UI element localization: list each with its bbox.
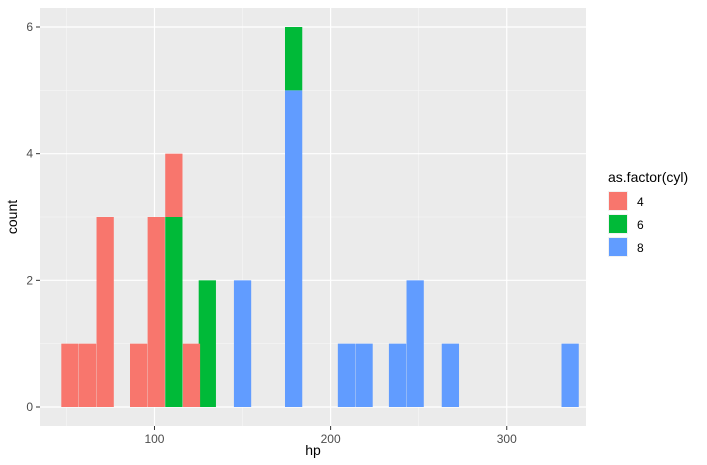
y-axis: 0 2 4 6 — [26, 20, 40, 414]
legend-label-6: 6 — [637, 218, 644, 232]
legend-swatch-6 — [609, 215, 627, 233]
x-tick-label: 300 — [497, 432, 517, 446]
y-axis-title: count — [4, 200, 20, 234]
y-tick-label: 2 — [26, 273, 33, 287]
legend-label-8: 8 — [637, 241, 644, 255]
bar-cyl-8 — [406, 280, 424, 407]
bar-cyl-4 — [61, 343, 79, 407]
bar-cyl-4 — [182, 343, 201, 407]
legend-swatch-4 — [609, 192, 627, 210]
bar-cyl-6 — [165, 217, 183, 407]
bar-cyl-8 — [233, 280, 252, 407]
bar-cyl-4 — [165, 153, 183, 217]
x-tick-label: 100 — [144, 432, 164, 446]
bar-cyl-8 — [388, 343, 407, 407]
y-tick-label: 4 — [26, 147, 33, 161]
bars-layer — [61, 27, 579, 407]
legend-title: as.factor(cyl) — [608, 169, 688, 185]
bar-cyl-4 — [96, 217, 114, 407]
x-axis: 100 200 300 — [144, 426, 517, 446]
bar-cyl-4 — [147, 217, 165, 407]
x-axis-title: hp — [305, 442, 321, 458]
legend-label-4: 4 — [637, 195, 644, 209]
y-tick-label: 6 — [26, 20, 33, 34]
x-tick-label: 200 — [321, 432, 341, 446]
bar-cyl-6 — [284, 27, 303, 91]
legend-swatch-8 — [609, 238, 627, 256]
bar-cyl-4 — [130, 343, 148, 407]
bar-cyl-8 — [284, 90, 303, 407]
bar-cyl-8 — [355, 343, 373, 407]
bar-cyl-8 — [441, 343, 460, 407]
bar-cyl-8 — [337, 343, 356, 407]
legend: as.factor(cyl) 4 6 8 — [608, 169, 688, 257]
y-tick-label: 0 — [26, 400, 33, 414]
bar-cyl-8 — [561, 343, 579, 407]
bar-cyl-6 — [198, 280, 216, 407]
bar-cyl-4 — [78, 343, 97, 407]
